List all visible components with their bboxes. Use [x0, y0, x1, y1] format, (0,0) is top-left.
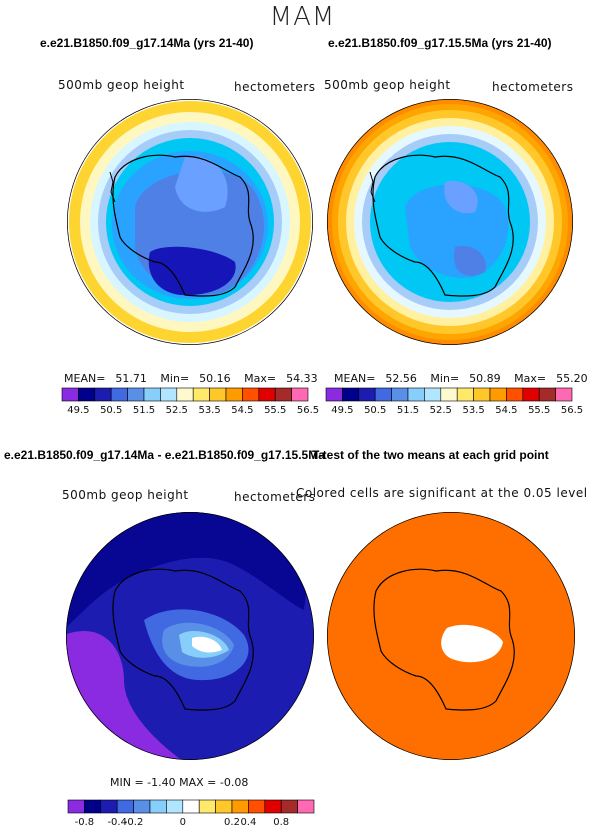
colorbar-cell	[67, 799, 85, 814]
colorbar-tick-label: 53.5	[198, 405, 220, 416]
colorbar-cell	[391, 387, 409, 402]
colorbar-cell	[78, 387, 96, 402]
colorbar-tick-label: -0.4	[107, 817, 127, 828]
colorbar-tick-label: 56.5	[297, 405, 319, 416]
panel-1-title: e.e21.B1850.f09_g17.14Ma (yrs 21-40)	[40, 36, 254, 50]
panel-1-stats: MEAN= 51.71 Min= 50.16 Max= 54.33	[64, 372, 318, 385]
colorbar-cell	[182, 799, 200, 814]
panel-4-left-label: Colored cells are significant at the 0.0…	[296, 486, 588, 500]
colorbar-cell	[215, 799, 233, 814]
colorbar-tick-label: 0.2	[224, 817, 240, 828]
panel-4-title: T-test of the two means at each grid poi…	[312, 448, 549, 462]
colorbar-cell	[100, 799, 118, 814]
colorbar-tick-label: -0.2	[124, 817, 144, 828]
colorbar-cell	[374, 387, 392, 402]
panel-1-right-label: hectometers	[234, 80, 316, 94]
colorbar-cell	[160, 387, 178, 402]
colorbar-tick-label: 52.5	[166, 405, 188, 416]
colorbar-cell	[110, 387, 128, 402]
colorbar-cell	[264, 799, 282, 814]
colorbar-tick-label: 49.5	[67, 405, 89, 416]
colorbar-cell	[242, 387, 260, 402]
panel-3-right-label: hectometers	[234, 490, 316, 504]
panel-1-colorbar: 49.5 50.5 51.5 52.5 53.5 54.5 55.5 56.5	[61, 387, 319, 416]
colorbar-cell	[248, 799, 266, 814]
colorbar-tick-label: 54.5	[495, 405, 517, 416]
colorbar-tick-label: 50.5	[364, 405, 386, 416]
colorbar-cell	[489, 387, 507, 402]
colorbar-cell	[280, 799, 298, 814]
panel-3-title: e.e21.B1850.f09_g17.14Ma - e.e21.B1850.f…	[4, 448, 325, 462]
colorbar-tick-label: 49.5	[331, 405, 353, 416]
panel-2-title: e.e21.B1850.f09_g17.15.5Ma (yrs 21-40)	[328, 36, 552, 50]
colorbar-cell	[555, 387, 573, 402]
colorbar-cell	[198, 799, 216, 814]
colorbar-tick-label: 0.8	[273, 817, 289, 828]
colorbar-cell	[127, 387, 145, 402]
colorbar-cell	[94, 387, 112, 402]
colorbar-cell	[209, 387, 227, 402]
colorbar-tick-label: 0	[180, 817, 186, 828]
colorbar-tick-label: 55.5	[264, 405, 286, 416]
colorbar-cell	[473, 387, 491, 402]
colorbar-cell	[225, 387, 243, 402]
colorbar-cell	[166, 799, 184, 814]
colorbar-cell	[274, 387, 292, 402]
page-title: MAM	[269, 2, 336, 32]
panel-1-left-label: 500mb geop height	[58, 78, 185, 92]
colorbar-cell	[358, 387, 376, 402]
low-center	[148, 246, 236, 296]
colorbar-tick-label: 55.5	[528, 405, 550, 416]
panel-2-left-label: 500mb geop height	[324, 78, 451, 92]
panel-1-map	[67, 99, 313, 345]
colorbar-cell	[522, 387, 540, 402]
colorbar-tick-label: 50.5	[100, 405, 122, 416]
colorbar-cell	[424, 387, 442, 402]
colorbar-cell	[84, 799, 102, 814]
colorbar-cell	[176, 387, 194, 402]
colorbar-cell	[456, 387, 474, 402]
colorbar-cell	[407, 387, 425, 402]
panel-4-map	[327, 512, 575, 760]
colorbar-tick-label: 0.4	[240, 817, 256, 828]
panel-3-stats: MIN = -1.40 MAX = -0.08	[110, 776, 249, 789]
colorbar-cell	[116, 799, 134, 814]
colorbar-tick-label: 52.5	[430, 405, 452, 416]
colorbar-cell	[258, 387, 276, 402]
ring-8	[175, 156, 228, 212]
panel-2-colorbar: 49.5 50.5 51.5 52.5 53.5 54.5 55.5 56.5	[325, 387, 583, 416]
panel-2-stats: MEAN= 52.56 Min= 50.89 Max= 55.20	[334, 372, 588, 385]
panel-3-map	[66, 512, 314, 760]
colorbar-cell	[325, 387, 343, 402]
colorbar-tick-label: 53.5	[462, 405, 484, 416]
colorbar-cell	[143, 387, 161, 402]
colorbar-cell	[291, 387, 309, 402]
colorbar-cell	[231, 799, 249, 814]
colorbar-cell	[342, 387, 360, 402]
colorbar-cell	[538, 387, 556, 402]
panel-3-left-label: 500mb geop height	[62, 488, 189, 502]
colorbar-tick-label: 51.5	[133, 405, 155, 416]
colorbar-cell	[440, 387, 458, 402]
colorbar-tick-label: 51.5	[397, 405, 419, 416]
not-significant-area	[441, 624, 503, 663]
colorbar-cell	[61, 387, 79, 402]
colorbar-cell	[192, 387, 210, 402]
colorbar-cell	[149, 799, 167, 814]
colorbar-cell	[506, 387, 524, 402]
panel-3-colorbar: -0.8 -0.4-0.2 0 0.2 0.4 0.8	[67, 799, 315, 828]
colorbar-tick-label: 54.5	[231, 405, 253, 416]
colorbar-cell	[297, 799, 315, 814]
colorbar-tick-label: -0.8	[75, 817, 95, 828]
colorbar-cell	[133, 799, 151, 814]
panel-2-right-label: hectometers	[492, 80, 574, 94]
panel-2-map	[327, 99, 573, 345]
colorbar-tick-label: 56.5	[561, 405, 583, 416]
